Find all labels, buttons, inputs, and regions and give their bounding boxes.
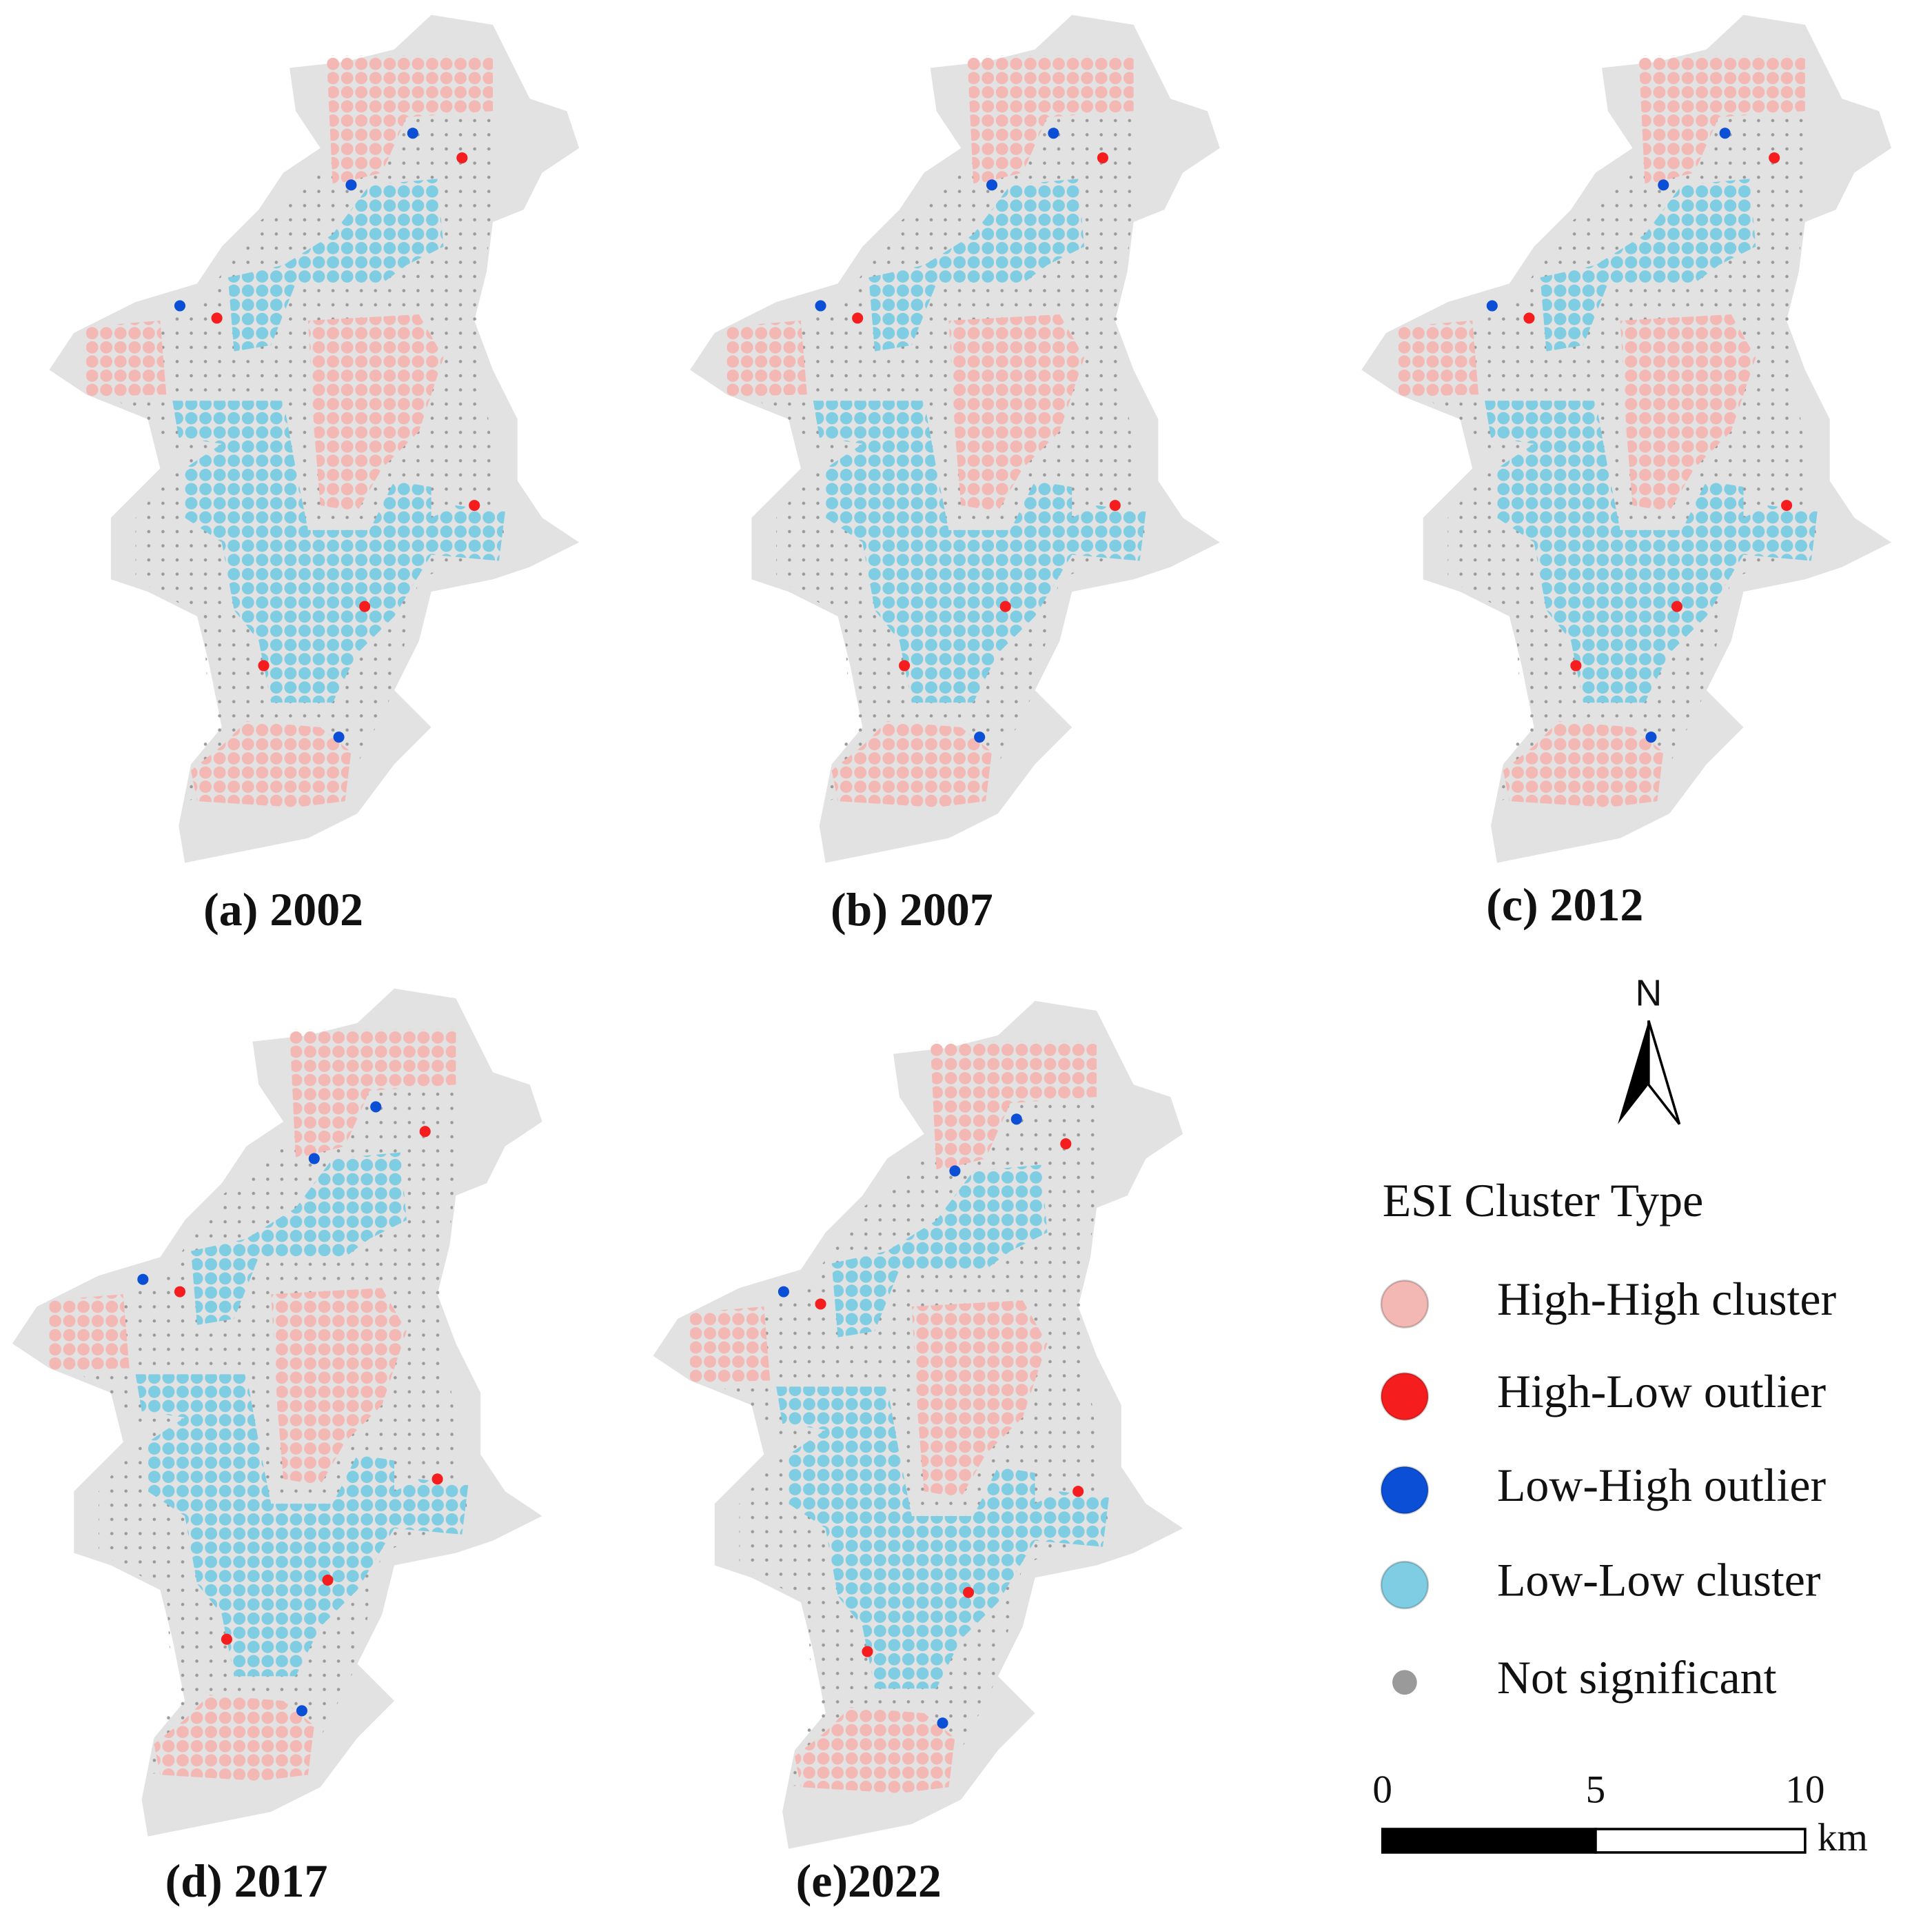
legend-label: High-Low outlier bbox=[1497, 1365, 1827, 1417]
legend-label: Not significant bbox=[1497, 1651, 1777, 1704]
map-b bbox=[690, 14, 1220, 863]
north-arrow: N bbox=[1618, 973, 1681, 1125]
panel-label: (c) 2012 bbox=[1486, 878, 1643, 931]
legend: High-High cluster High-Low outlier Low-Hig… bbox=[1380, 1273, 1837, 1704]
scale-label: 10 bbox=[1785, 1768, 1824, 1811]
scale-unit: km bbox=[1818, 1816, 1868, 1859]
legend-label: High-High cluster bbox=[1497, 1273, 1837, 1325]
legend-swatch bbox=[1380, 1560, 1430, 1610]
legend-label: Low-Low cluster bbox=[1497, 1554, 1821, 1606]
map-e bbox=[653, 1000, 1183, 1849]
scale-label: 5 bbox=[1586, 1768, 1606, 1811]
legend-title: ESI Cluster Type bbox=[1383, 1174, 1704, 1226]
map-a bbox=[49, 14, 580, 863]
map-d bbox=[12, 988, 542, 1837]
scale-bar: 0 5 10 km bbox=[1372, 1768, 1867, 1859]
legend-swatch bbox=[1380, 1372, 1430, 1421]
legend-swatch bbox=[1380, 1466, 1430, 1515]
legend-swatch bbox=[1380, 1280, 1430, 1329]
panel-label: (e)2022 bbox=[796, 1855, 942, 1907]
panel-label: (b) 2007 bbox=[831, 883, 993, 936]
panel-label: (d) 2017 bbox=[165, 1855, 328, 1907]
legend-swatch bbox=[1392, 1670, 1417, 1695]
legend-label: Low-High outlier bbox=[1497, 1459, 1827, 1511]
north-label: N bbox=[1635, 973, 1662, 1014]
scale-label: 0 bbox=[1372, 1768, 1392, 1811]
map-c bbox=[1361, 14, 1892, 863]
panel-label: (a) 2002 bbox=[203, 883, 363, 936]
